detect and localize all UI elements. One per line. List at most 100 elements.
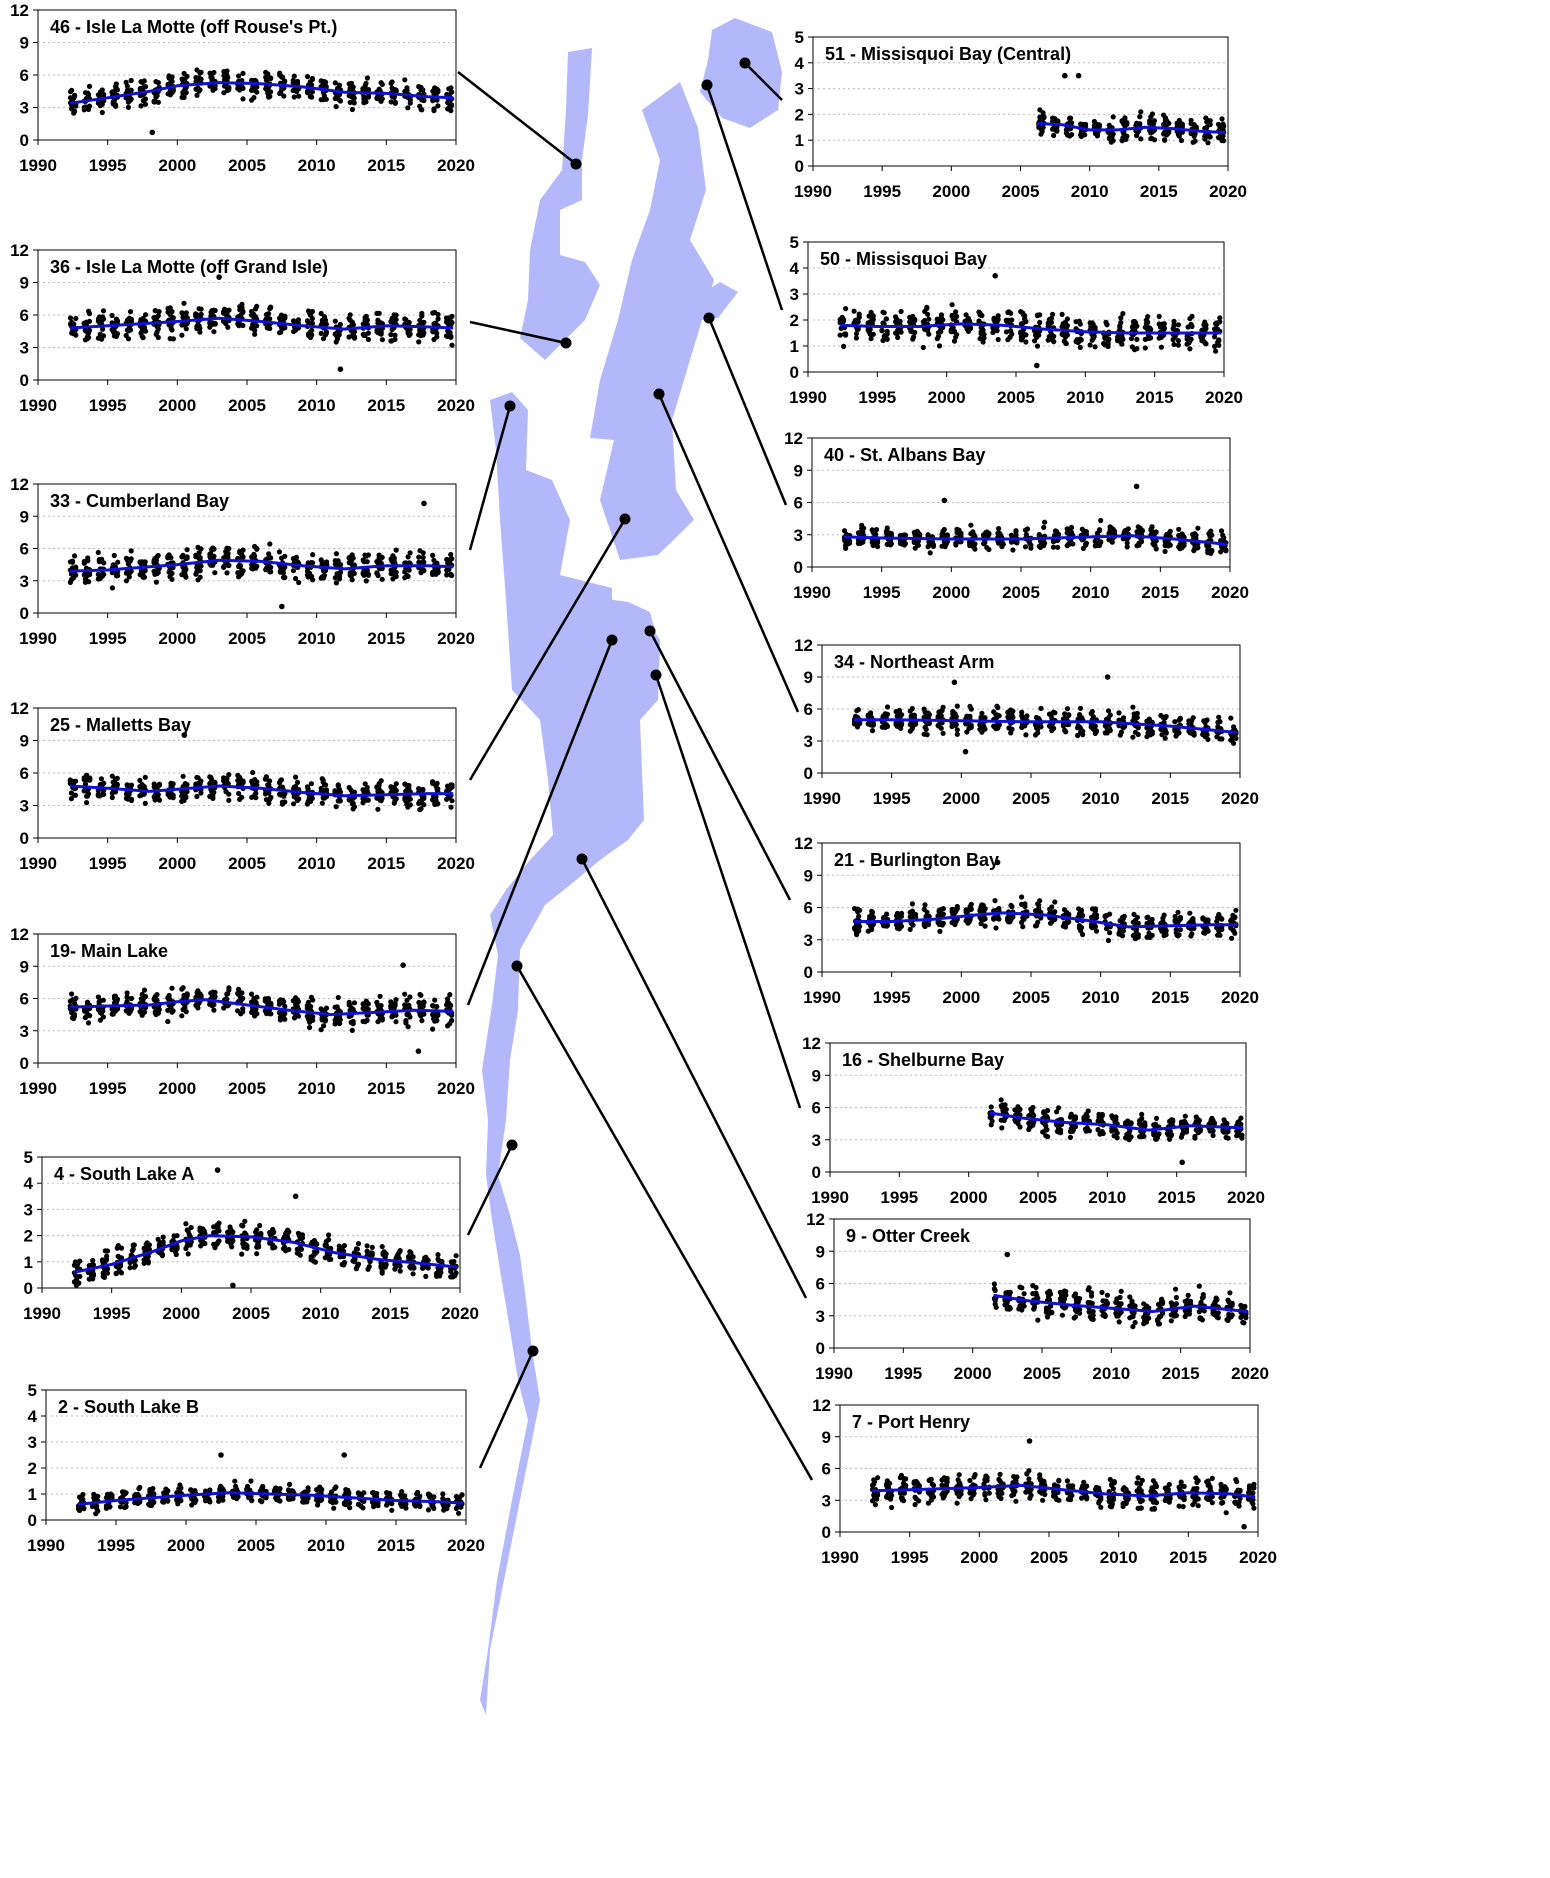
chart-8-point (926, 331, 932, 337)
chart-6-point (417, 1493, 423, 1499)
chart-6-point (347, 1500, 353, 1506)
chart-9-point (968, 522, 974, 528)
chart-2-point (435, 569, 441, 576)
chart-2-point (240, 554, 246, 560)
chart-1-point (309, 316, 315, 322)
chart-5-point (326, 1232, 332, 1238)
chart-5-outlier-point (292, 1193, 299, 1200)
chart-8-point (841, 318, 847, 324)
chart-1-title: 36 - Isle La Motte (off Grand Isle) (50, 257, 328, 277)
chart-2-point (405, 573, 411, 580)
chart-1-point (155, 334, 161, 341)
chart-7-point (1192, 138, 1198, 144)
lake-shape-3 (700, 18, 782, 128)
chart-4-point (419, 1018, 425, 1024)
chart-6-point (440, 1491, 446, 1497)
chart-5-point (341, 1259, 347, 1266)
chart-4-point (100, 1014, 106, 1020)
chart-6-point (389, 1507, 395, 1513)
chart-4-point (337, 1017, 343, 1023)
chart-5-point (397, 1248, 403, 1254)
chart-1-point (435, 311, 441, 318)
chart-2-point (86, 579, 92, 585)
chart-2-point (379, 554, 385, 561)
chart-12-station-marker (650, 669, 662, 681)
chart-3-frame (37, 707, 457, 839)
chart-4-point (141, 987, 148, 993)
chart-5-point (366, 1264, 372, 1270)
chart-3-point (278, 777, 284, 783)
chart-8-point (954, 313, 960, 320)
chart-9-xtick-label: 2000 (932, 583, 970, 602)
chart-0-point (169, 78, 175, 84)
chart-1-point (114, 331, 121, 337)
chart-5-point (453, 1270, 459, 1276)
chart-6-point (107, 1504, 113, 1510)
chart-2-point (333, 580, 339, 586)
chart-8-point (1203, 341, 1209, 347)
chart-5-ytick-label: 3 (24, 1200, 33, 1219)
chart-11-leader-line (648, 630, 792, 901)
chart-3-point (212, 779, 218, 785)
chart-6-point (399, 1489, 405, 1495)
chart-2-point (276, 549, 282, 555)
chart-4-point (377, 993, 383, 999)
chart-1-point (127, 309, 134, 315)
chart-0-point (291, 94, 297, 100)
chart-3-station-marker (619, 513, 631, 525)
chart-0-point (405, 105, 411, 111)
chart-5-point (230, 1229, 236, 1235)
chart-5-point (297, 1252, 303, 1258)
chart-4-point (447, 992, 453, 998)
chart-3-point (73, 792, 79, 798)
chart-9-point (1014, 540, 1020, 546)
chart-8-station-marker (701, 79, 713, 91)
chart-8-point (912, 329, 918, 336)
chart-8-point (884, 336, 890, 342)
chart-8-point (1216, 342, 1222, 348)
chart-2-point (123, 578, 129, 584)
chart-1-point (295, 317, 301, 323)
chart-8-point (995, 316, 1001, 322)
chart-3-point (210, 795, 216, 802)
chart-5-ytick-label: 1 (24, 1253, 33, 1272)
chart-6-point (165, 1488, 171, 1494)
chart-3-point (393, 796, 399, 802)
chart-0-point (99, 109, 105, 116)
chart-0-point (448, 108, 454, 114)
chart-1-point (266, 311, 272, 317)
chart-4-point (364, 1017, 370, 1024)
chart-1-xtick-label: 2020 (437, 396, 475, 415)
chart-6-point (360, 1505, 366, 1511)
chart-2-point (332, 575, 338, 581)
chart-6-point (417, 1503, 423, 1510)
chart-6-xtick-label: 2015 (377, 1536, 415, 1555)
chart-3-point (250, 769, 256, 776)
chart-8-point (1187, 346, 1193, 352)
chart-6-point (263, 1495, 269, 1501)
chart-5-point (118, 1245, 125, 1251)
chart-4-point (240, 1006, 246, 1012)
chart-2-point (87, 572, 93, 578)
chart-2-point (293, 554, 299, 561)
chart-4-point (184, 991, 190, 997)
chart-13-station-marker (576, 853, 588, 865)
chart-6-point (151, 1491, 157, 1497)
chart-1-point (114, 318, 121, 324)
chart-6-point (123, 1490, 129, 1496)
chart-4-point (156, 1007, 162, 1013)
lake-map (480, 18, 782, 1715)
chart-5-point (239, 1251, 245, 1257)
chart-1-point (212, 321, 218, 327)
chart-5-ytick-label: 5 (24, 1148, 33, 1167)
chart-8-point (868, 336, 874, 342)
chart-2-point (69, 558, 76, 564)
chart-5-point (369, 1244, 375, 1250)
chart-3-point (375, 806, 381, 812)
chart-8-point (1171, 341, 1177, 348)
chart-3-point (291, 801, 297, 807)
chart-0-point (351, 95, 357, 101)
chart-3-point (156, 797, 163, 803)
